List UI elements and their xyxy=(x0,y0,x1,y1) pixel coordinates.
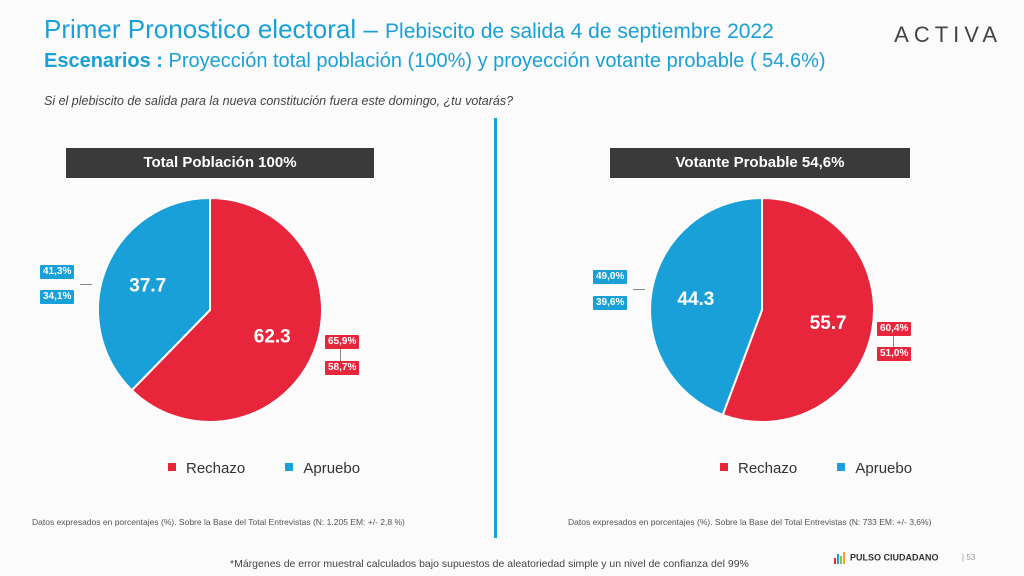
right-apruebo-connector xyxy=(633,289,645,290)
subtitle-bold: Escenarios : xyxy=(44,50,163,72)
page-title: Primer Pronostico electoral – Plebiscito… xyxy=(44,14,774,45)
legend-item-apruebo: Apruebo xyxy=(837,460,912,477)
pie-slice-apruebo xyxy=(97,196,211,392)
pie-label-rechazo: 55.7 xyxy=(810,313,847,334)
right-pie-chart: 55.7 44.3 xyxy=(649,196,875,423)
legend-item-rechazo: Rechazo xyxy=(168,460,245,477)
right-rechazo-range-low: 51,0% xyxy=(877,347,912,361)
brand-logo: ACTIVA xyxy=(894,22,1002,47)
left-rechazo-connector xyxy=(340,349,341,361)
title-main: Primer Pronostico electoral xyxy=(44,14,357,44)
left-legend: Rechazo Apruebo xyxy=(168,460,396,477)
subtitle-rest: Proyección total población (100%) y proy… xyxy=(162,50,826,72)
error-margin-note: *Márgenes de error muestral calculados b… xyxy=(230,558,749,570)
pulso-bars-icon xyxy=(834,552,846,564)
pulso-label: PULSO CIUDADANO xyxy=(850,552,939,563)
right-apruebo-range-high: 49,0% xyxy=(593,270,628,284)
right-footnote: Datos expresados en porcentajes (%). Sob… xyxy=(568,517,932,527)
right-rechazo-range-high: 60,4% xyxy=(877,322,912,336)
pie-label-apruebo: 37.7 xyxy=(129,276,166,297)
left-pie-chart: 62.3 37.7 xyxy=(97,196,323,423)
right-rechazo-connector xyxy=(893,336,894,347)
title-sub: Plebiscito de salida 4 de septiembre 202… xyxy=(385,20,774,43)
pie-label-apruebo: 44.3 xyxy=(677,289,714,310)
survey-question: Si el plebiscito de salida para la nueva… xyxy=(44,94,514,108)
page-separator: | xyxy=(962,553,965,562)
left-rechazo-range-low: 58,7% xyxy=(325,361,360,375)
legend-label-rechazo: Rechazo xyxy=(186,460,246,477)
right-legend: Rechazo Apruebo xyxy=(720,460,948,477)
left-apruebo-range-high: 41,3% xyxy=(40,265,75,279)
legend-label-rechazo: Rechazo xyxy=(738,460,798,477)
apruebo-swatch xyxy=(837,463,846,472)
legend-item-rechazo: Rechazo xyxy=(720,460,797,477)
legend-item-apruebo: Apruebo xyxy=(285,460,360,477)
legend-label-apruebo: Apruebo xyxy=(855,460,913,477)
right-apruebo-range-low: 39,6% xyxy=(593,296,628,310)
page-number: | 53 xyxy=(962,553,975,562)
pie-slice-rechazo xyxy=(130,196,323,423)
left-footnote: Datos expresados en porcentajes (%). Sob… xyxy=(32,517,405,527)
rechazo-swatch xyxy=(720,463,728,472)
rechazo-swatch xyxy=(168,463,176,472)
right-chart-title: Votante Probable 54,6% xyxy=(610,148,910,178)
apruebo-swatch xyxy=(285,463,294,472)
left-chart-title: Total Población 100% xyxy=(66,148,374,178)
panel-divider xyxy=(494,118,497,538)
pulso-ciudadano-logo: PULSO CIUDADANO xyxy=(834,552,939,564)
legend-label-apruebo: Apruebo xyxy=(303,460,361,477)
left-rechazo-range-high: 65,9% xyxy=(325,335,360,349)
pie-label-rechazo: 62.3 xyxy=(254,326,291,347)
left-apruebo-connector xyxy=(80,284,92,285)
title-dash: – xyxy=(356,14,386,44)
page-number-value: 53 xyxy=(966,553,976,562)
page-subtitle: Escenarios : Proyección total población … xyxy=(44,50,826,73)
pie-slice-apruebo xyxy=(649,196,763,417)
left-apruebo-range-low: 34,1% xyxy=(40,290,75,304)
pie-slice-rechazo xyxy=(721,196,875,423)
